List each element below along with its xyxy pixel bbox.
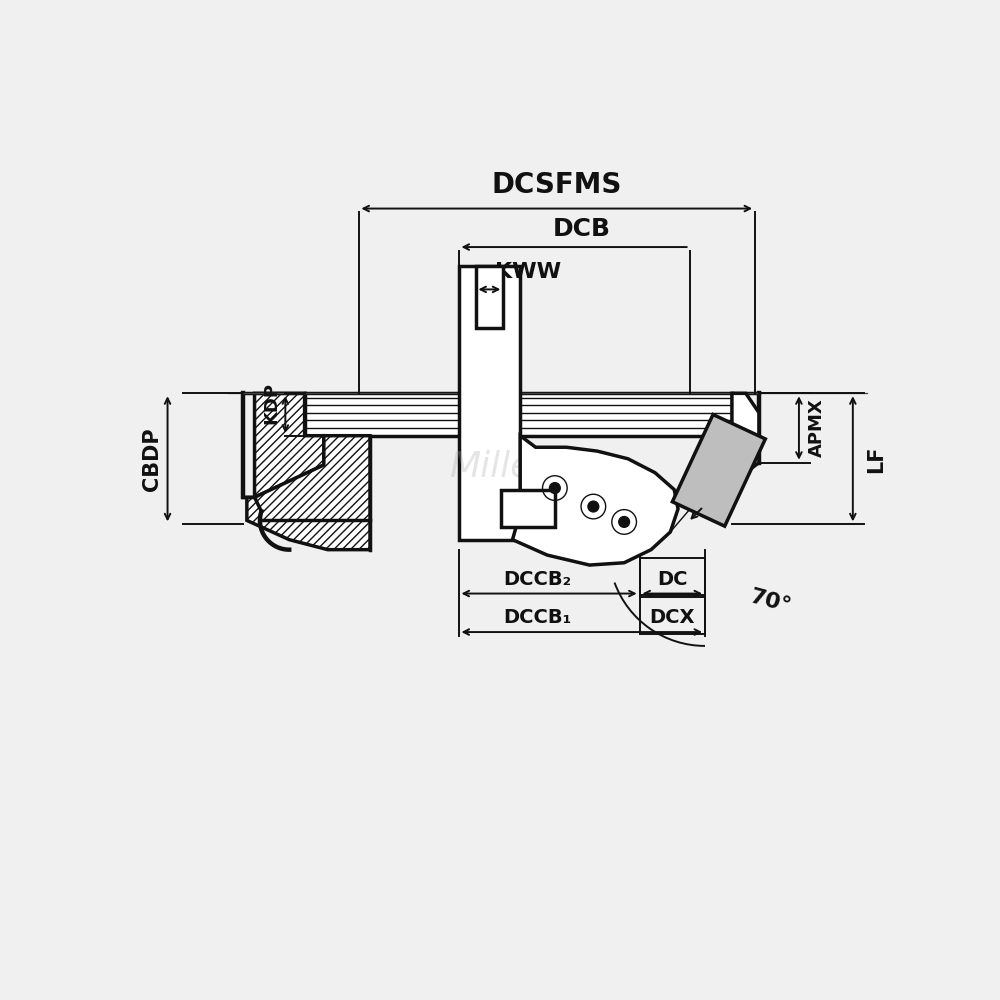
Text: DCSFMS: DCSFMS — [492, 171, 622, 199]
Bar — [305, 393, 732, 436]
Text: 70°: 70° — [747, 586, 793, 616]
Text: CBDP: CBDP — [142, 427, 162, 491]
Circle shape — [588, 501, 599, 512]
Text: LF: LF — [866, 445, 886, 473]
Polygon shape — [512, 436, 678, 565]
Bar — [459, 266, 520, 540]
Polygon shape — [672, 415, 765, 526]
Text: KWW: KWW — [495, 262, 561, 282]
Circle shape — [619, 517, 630, 527]
Text: DCCB₁: DCCB₁ — [503, 608, 572, 627]
Text: DCB: DCB — [553, 217, 611, 241]
Bar — [640, 597, 705, 634]
Polygon shape — [728, 393, 759, 478]
Bar — [476, 266, 503, 328]
Text: DC: DC — [657, 570, 688, 589]
Polygon shape — [255, 393, 324, 497]
Text: APMX: APMX — [808, 399, 826, 457]
Polygon shape — [501, 490, 555, 527]
Circle shape — [549, 483, 560, 493]
Text: DCCB₂: DCCB₂ — [503, 570, 572, 589]
Polygon shape — [247, 436, 370, 550]
Text: KDP: KDP — [262, 382, 280, 424]
Text: MillerG: MillerG — [449, 450, 576, 484]
Bar — [640, 558, 705, 595]
Text: DCX: DCX — [650, 608, 695, 627]
